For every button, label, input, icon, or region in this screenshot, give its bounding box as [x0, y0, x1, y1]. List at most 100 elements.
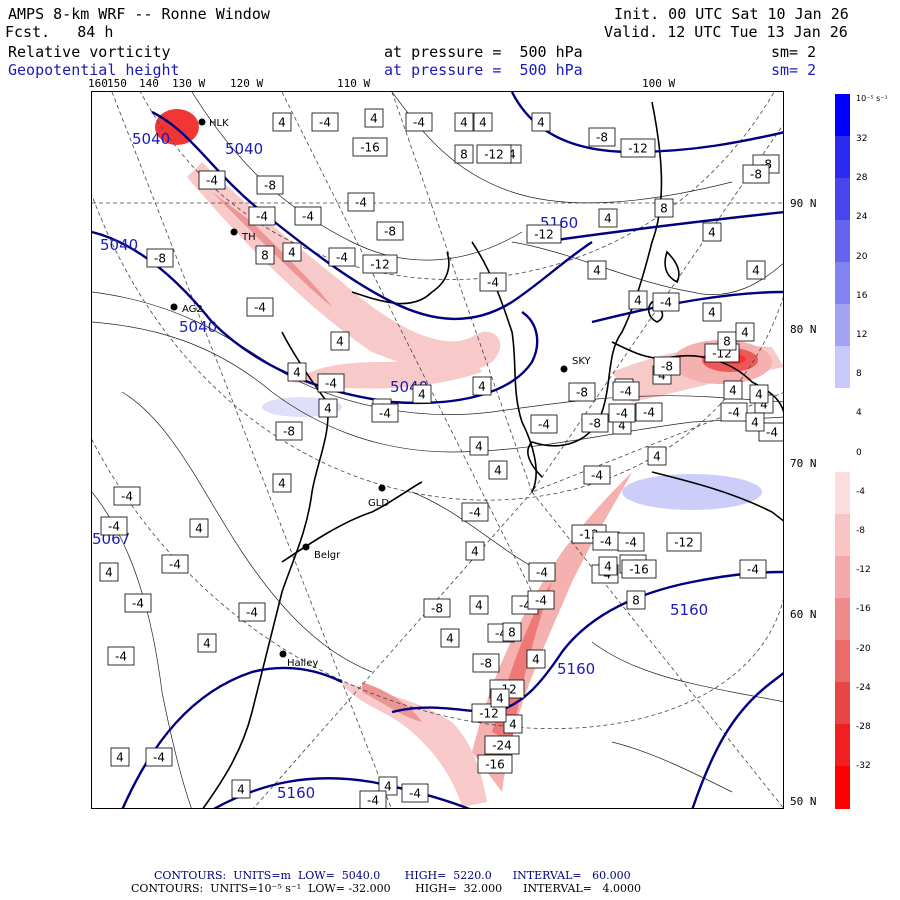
vorticity-value-text: 4 [475, 440, 483, 454]
vorticity-value-text: 4 [479, 116, 487, 130]
vorticity-value-box: -4 [371, 403, 399, 423]
plot-title: AMPS 8-km WRF -- Ronne Window [8, 5, 270, 23]
vorticity-value-text: 4 [752, 264, 760, 278]
vorticity-value-box: 4 [110, 747, 130, 767]
vorticity-value-text: -4 [413, 116, 425, 130]
vorticity-value-box: 4 [746, 260, 766, 280]
colorbar-tick-label: 32 [856, 134, 868, 144]
z-label-5040-west: 5040 [100, 236, 138, 254]
vorticity-value-box: 4 [189, 518, 209, 538]
vorticity-value-text: -8 [576, 386, 588, 400]
vorticity-value-box: -16 [621, 559, 657, 579]
vorticity-value-text: 4 [634, 294, 642, 308]
vorticity-value-box: 4 [465, 541, 485, 561]
vorticity-value-text: -8 [760, 158, 772, 172]
vorticity-value-text: 4 [708, 306, 716, 320]
vorticity-value-text: 4 [370, 112, 378, 126]
lon-label-110w: 110 W [337, 77, 371, 90]
vorticity-value-text: 4 [708, 226, 716, 240]
colorbar-tick-label: 0 [856, 447, 862, 458]
vorticity-value-text: 4 [653, 450, 661, 464]
vorticity-value-text: -8 [589, 417, 601, 431]
vorticity-value-box: -8 [376, 221, 404, 241]
vorticity-value-text: -8 [264, 179, 276, 193]
vorticity-value-text: 4 [509, 718, 517, 732]
map-panel[interactable]: 5040 5040 5040 5040 5040 5160 5160 5160 … [91, 91, 784, 809]
vorticity-value-box: 4 [526, 649, 546, 669]
station-hlk-marker [198, 118, 206, 126]
lon-label-160: 160 [88, 77, 108, 90]
station-sky-label: SKY [572, 356, 592, 367]
vorticity-value-box: -4 [317, 373, 345, 393]
vorticity-value-box: -4 [530, 414, 558, 434]
station-ag2-label: AG2 [182, 304, 203, 315]
vorticity-value-text: 4 [537, 116, 545, 130]
station-halley-label: Halley [287, 658, 318, 669]
vorticity-value-box: 4 [412, 384, 432, 404]
vorticity-value-box: -4 [294, 206, 322, 226]
lon-label-150: 150 [107, 77, 127, 90]
vorticity-value-box: 4 [469, 595, 489, 615]
vorticity-value-text: 4 [203, 637, 211, 651]
vorticity-value-box: 4 [628, 290, 648, 310]
vorticity-value-text: 4 [293, 366, 301, 380]
vorticity-value-box: 4 [598, 208, 618, 228]
vorticity-value-text: 4 [604, 212, 612, 226]
vorticity-value-box: -8 [146, 248, 174, 268]
vorticity-value-text: -4 [153, 751, 165, 765]
vorticity-value-text: -4 [660, 296, 672, 310]
vorticity-value-box: -4 [405, 112, 433, 132]
colorbar-cell [835, 220, 850, 263]
colorbar-tick-label: 8 [856, 369, 862, 380]
vorticity-value-box: -24 [484, 735, 520, 755]
vorticity-value-box: -4 [401, 783, 429, 803]
vorticity-value-box: 4 [99, 562, 119, 582]
vorticity-value-text: -12 [479, 707, 499, 721]
colorbar-tick-label: 12 [856, 330, 868, 340]
vorticity-value-box: 4 [490, 688, 510, 708]
field2-level: at pressure = 500 hPa [384, 61, 583, 79]
colorbar-tick-label: 20 [856, 251, 868, 262]
vorticity-value-boxes: 4 -4 4 -4 4 4 4-848 -12-4 -8-16-8-8-12-4 -4-4-84-… [99, 108, 783, 808]
meridian-2 [281, 92, 533, 593]
vorticity-value-text: -16 [629, 563, 649, 577]
vorticity-value-box: 4 [723, 380, 743, 400]
vorticity-value-text: -24 [492, 739, 512, 753]
vorticity-value-box: -4 [479, 272, 507, 292]
vorticity-value-text: 4 [741, 326, 749, 340]
vorticity-value-text: -4 [367, 794, 379, 808]
vorticity-value-text: -8 [384, 225, 396, 239]
lat-circle-70n [92, 193, 783, 501]
vorticity-value-text: -4 [535, 594, 547, 608]
vorticity-value-text: -4 [256, 210, 268, 224]
vorticity-value-text: 8 [460, 148, 468, 162]
z500-5160-south [391, 570, 783, 714]
colorbar-tick-label: 28 [856, 173, 868, 184]
vorticity-value-box: 4 [488, 460, 508, 480]
vorticity-value-text: -12 [628, 142, 648, 156]
colorbar-tick-label: -28 [856, 722, 871, 732]
vorticity-value-box: 4 [702, 222, 722, 242]
station-ag2-marker [170, 303, 178, 311]
lat-circle-80n [140, 92, 775, 280]
vorticity-value-text: -4 [620, 385, 632, 399]
colorbar-tick-label: -32 [856, 761, 871, 772]
vorticity-value-text: 4 [460, 116, 468, 130]
vorticity-value-text: -4 [254, 301, 266, 315]
vorticity-value-box: -4 [583, 465, 611, 485]
vorticity-value-text: -12 [674, 536, 694, 550]
vorticity-value-text: 8 [508, 626, 516, 640]
vorticity-value-text: -8 [480, 657, 492, 671]
vorticity-value-box: -4 [198, 170, 226, 190]
colorbar-cell [835, 514, 850, 557]
vorticity-value-text: 4 [278, 477, 286, 491]
vorticity-value-text: 4 [336, 335, 344, 349]
z500-5160-east [541, 211, 783, 244]
vorticity-value-text: -4 [643, 406, 655, 420]
vorticity-value-box: -12 [620, 138, 656, 158]
vorticity-value-box: 4 [702, 302, 722, 322]
vorticity-value-box: 4 [587, 260, 607, 280]
colorbar-cell [835, 640, 850, 683]
footer-vorticity-contours: CONTOURS: UNITS=10⁻⁵ s⁻¹ LOW= -32.000 HI… [131, 882, 641, 895]
vorticity-value-text: -4 [206, 174, 218, 188]
